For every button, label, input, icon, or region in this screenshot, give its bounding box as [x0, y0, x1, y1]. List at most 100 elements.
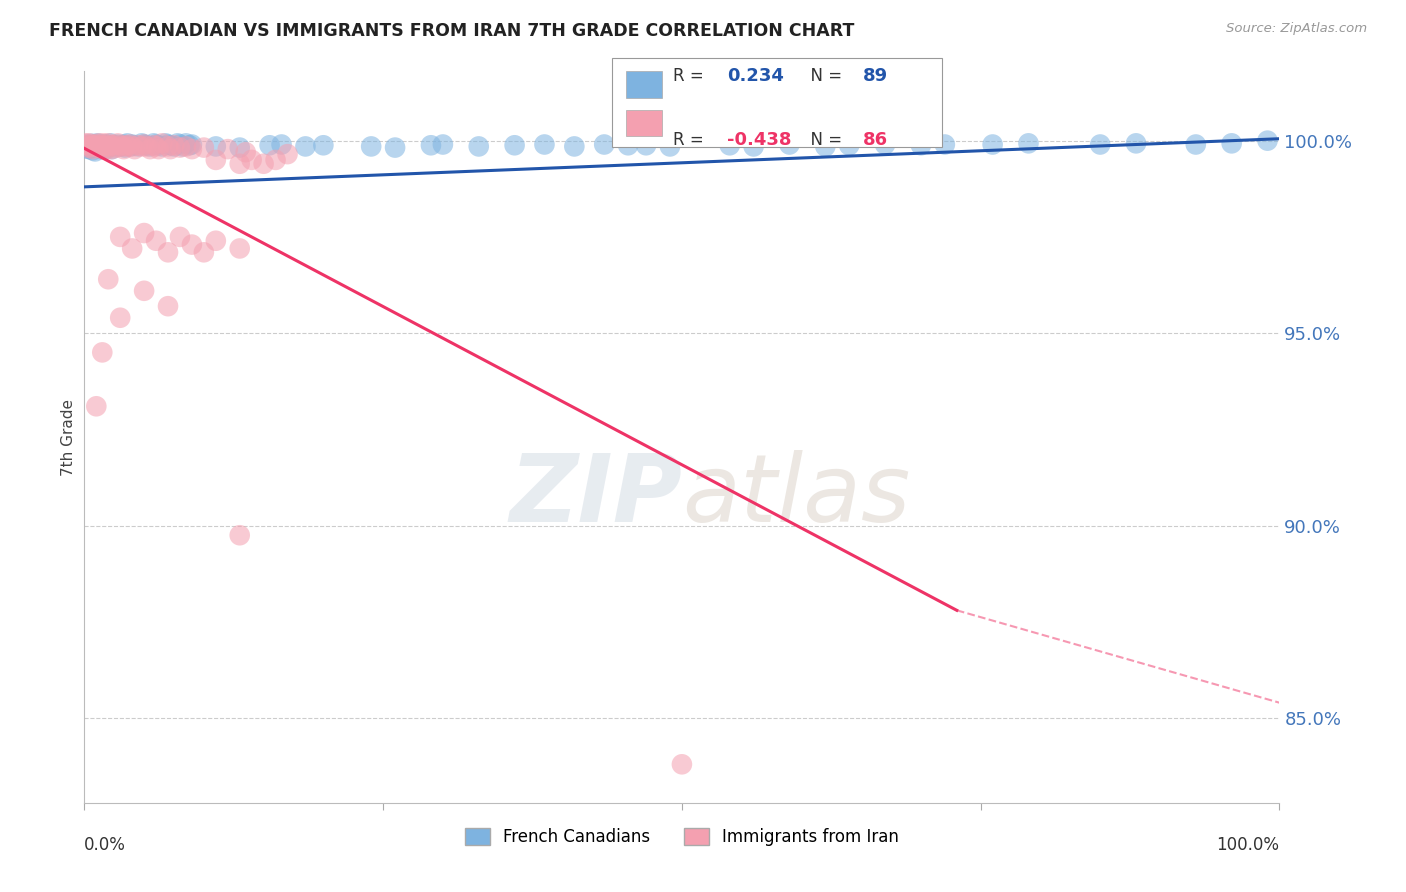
Point [77, 136, 100, 151]
Point [118, 139, 141, 153]
Point [1018, 136, 1040, 151]
Point [84, 145, 107, 159]
Point [84, 139, 107, 153]
Point [742, 139, 765, 153]
Point [86, 399, 108, 413]
Point [468, 139, 491, 153]
Point [90, 142, 112, 156]
Point [91, 345, 114, 359]
Point [503, 138, 526, 153]
Text: atlas: atlas [682, 450, 910, 541]
Text: -0.438: -0.438 [727, 131, 792, 149]
Point [101, 142, 124, 156]
Point [253, 157, 276, 171]
Point [87, 136, 110, 151]
Text: R =: R = [673, 131, 710, 149]
Point [93, 136, 115, 151]
Point [96, 141, 118, 155]
Point [103, 138, 125, 153]
Point [159, 142, 181, 156]
Point [98, 139, 121, 153]
Point [124, 142, 146, 156]
Point [80, 137, 103, 152]
Point [264, 153, 287, 167]
Point [1185, 137, 1208, 152]
Point [294, 139, 316, 153]
Point [86, 140, 108, 154]
Point [617, 138, 640, 153]
Point [181, 142, 204, 156]
Point [77, 139, 100, 153]
Point [169, 140, 191, 154]
Text: N =: N = [800, 131, 848, 149]
Point [83, 138, 105, 153]
Point [91, 142, 114, 156]
Text: ZIP: ZIP [509, 450, 682, 541]
Point [90, 139, 112, 153]
Point [981, 137, 1004, 152]
Text: 0.0%: 0.0% [84, 836, 127, 854]
Point [75, 136, 97, 151]
Text: 89: 89 [863, 67, 889, 85]
Point [105, 140, 128, 154]
Point [142, 136, 165, 151]
Point [98, 139, 121, 153]
Point [157, 139, 180, 153]
Point [169, 230, 191, 244]
Point [636, 138, 658, 153]
Point [110, 139, 132, 153]
Point [112, 137, 135, 152]
Point [115, 138, 138, 153]
Point [159, 138, 181, 153]
Point [142, 138, 165, 153]
Point [259, 138, 281, 153]
Point [132, 137, 156, 152]
Point [86, 136, 108, 151]
Point [533, 137, 555, 152]
Point [76, 138, 98, 153]
Point [97, 138, 120, 153]
Point [838, 138, 860, 153]
Point [89, 138, 111, 153]
Point [132, 284, 156, 298]
Point [110, 230, 132, 244]
Point [1257, 134, 1279, 148]
Point [593, 137, 616, 152]
Point [121, 137, 143, 152]
Point [145, 234, 167, 248]
Point [97, 272, 120, 286]
Point [117, 139, 139, 153]
Point [779, 137, 801, 152]
Point [77, 140, 100, 154]
Legend: French Canadians, Immigrants from Iran: French Canadians, Immigrants from Iran [458, 822, 905, 853]
Point [1125, 136, 1147, 151]
Point [115, 138, 138, 153]
Point [80, 136, 103, 151]
Point [181, 237, 204, 252]
Point [205, 153, 228, 167]
Point [127, 138, 149, 153]
Point [659, 139, 682, 153]
Point [105, 139, 128, 153]
Point [135, 138, 157, 153]
Point [148, 142, 170, 156]
Point [432, 137, 454, 152]
Point [718, 138, 741, 153]
Point [235, 145, 257, 160]
Point [671, 757, 693, 772]
Point [155, 136, 177, 151]
Point [193, 245, 215, 260]
Point [157, 137, 180, 152]
Point [135, 139, 157, 153]
Point [139, 142, 162, 156]
Point [420, 138, 443, 153]
Point [77, 142, 100, 156]
Point [114, 140, 136, 154]
Point [94, 137, 117, 152]
Point [79, 139, 101, 153]
Point [163, 138, 186, 153]
Point [360, 139, 382, 153]
Point [229, 157, 252, 171]
Point [229, 242, 252, 256]
Point [910, 138, 932, 153]
